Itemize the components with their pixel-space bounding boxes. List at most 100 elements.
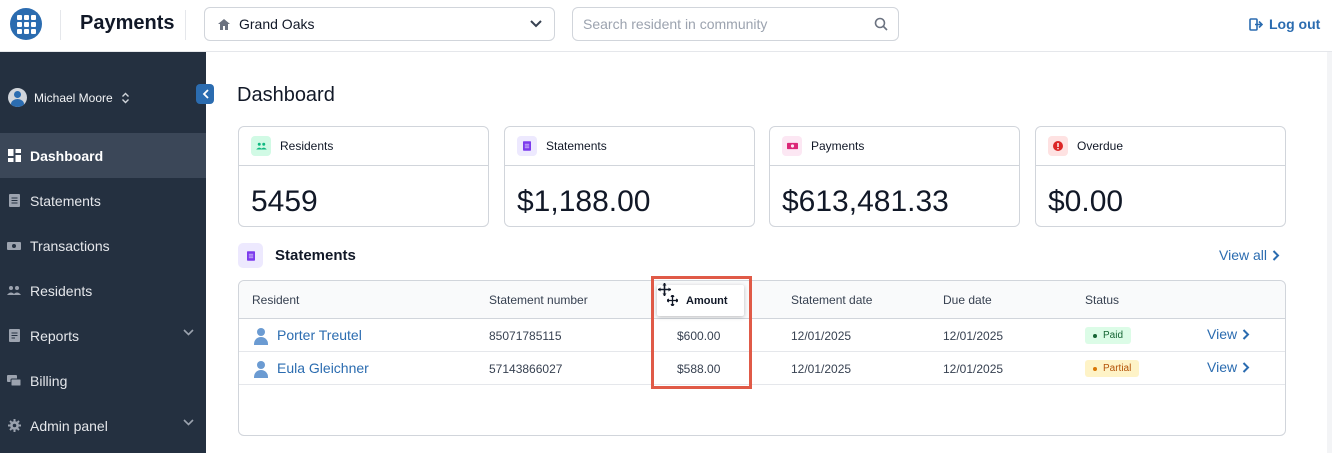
alert-icon (1048, 136, 1068, 156)
stat-card-statements[interactable]: Statements $1,188.00 (504, 126, 755, 227)
stat-card-overdue[interactable]: Overdue $0.00 (1035, 126, 1286, 227)
statement-date: 12/01/2025 (791, 362, 852, 376)
sidebar-item-label: Reports (30, 327, 80, 344)
sidebar-item-residents[interactable]: Residents (0, 268, 206, 313)
person-icon (253, 326, 269, 345)
chevron-up-down-icon (121, 92, 129, 103)
money-icon (7, 239, 21, 253)
amount: $600.00 (677, 329, 721, 343)
view-label: View (1207, 326, 1238, 342)
chevron-down-icon (183, 419, 194, 426)
card-value: $1,188.00 (517, 185, 651, 218)
column-header-statement-number[interactable]: Statement number (489, 293, 588, 307)
card-value: $613,481.33 (782, 185, 949, 218)
money-icon (782, 136, 802, 156)
table-row: Porter Treutel 85071785115 $600.00 12/01… (239, 319, 1285, 352)
people-icon (251, 136, 271, 156)
status-label: Paid (1103, 330, 1124, 341)
chevron-down-icon (183, 329, 194, 336)
card-label: Overdue (1077, 139, 1124, 153)
sidebar-item-label: Residents (30, 282, 93, 299)
grid-icon (16, 14, 36, 34)
logout-icon (1249, 17, 1263, 31)
sidebar-item-admin-panel[interactable]: Admin panel (0, 403, 206, 448)
stat-card-payments[interactable]: Payments $613,481.33 (769, 126, 1020, 227)
table-header: Resident Statement number Statement date… (239, 281, 1285, 319)
sidebar-nav: Dashboard Statements Transactions Reside… (0, 133, 206, 448)
chevron-right-icon (1272, 249, 1280, 261)
view-statement-link[interactable]: View (1207, 326, 1250, 342)
table-row: Eula Gleichner 57143866027 $588.00 12/01… (239, 352, 1285, 385)
card-value: 5459 (251, 185, 318, 218)
sidebar-item-statements[interactable]: Statements (0, 178, 206, 223)
search-box (572, 7, 899, 41)
amount: $588.00 (677, 362, 721, 376)
app-title: Payments (80, 12, 175, 34)
sidebar-item-label: Transactions (30, 237, 110, 254)
scrollbar[interactable] (1327, 52, 1332, 453)
document-icon (238, 243, 263, 268)
view-all-link[interactable]: View all (1219, 247, 1280, 263)
chevron-right-icon (1242, 328, 1250, 340)
document-icon (517, 136, 537, 156)
divider (60, 10, 61, 40)
chevron-down-icon (530, 20, 542, 28)
stat-card-residents[interactable]: Residents 5459 (238, 126, 489, 227)
sidebar-item-transactions[interactable]: Transactions (0, 223, 206, 268)
due-date: 12/01/2025 (943, 329, 1004, 343)
logout-button[interactable]: Log out (1249, 16, 1320, 32)
billing-icon (7, 374, 21, 388)
column-header-statement-date[interactable]: Statement date (791, 293, 873, 307)
people-icon (7, 284, 21, 298)
column-drag-highlight (651, 276, 752, 389)
sidebar-item-billing[interactable]: Billing (0, 358, 206, 403)
document-icon (7, 194, 21, 208)
column-header-due-date[interactable]: Due date (943, 293, 992, 307)
collapse-sidebar-button[interactable] (196, 84, 214, 104)
sidebar-item-label: Dashboard (30, 147, 104, 164)
move-icon (667, 295, 678, 306)
card-header: Overdue (1036, 127, 1285, 166)
resident-name: Eula Gleichner (277, 360, 369, 376)
card-header: Residents (239, 127, 488, 166)
sidebar-item-label: Statements (30, 192, 101, 209)
user-name: Michael Moore (34, 90, 113, 105)
column-header-resident[interactable]: Resident (252, 293, 300, 307)
user-switcher[interactable]: Michael Moore (8, 88, 130, 107)
home-icon (218, 18, 230, 30)
column-header-amount: Amount (686, 294, 728, 307)
due-date: 12/01/2025 (943, 362, 1004, 376)
divider (185, 10, 186, 40)
card-header: Statements (505, 127, 754, 166)
person-icon (253, 359, 269, 378)
view-all-label: View all (1219, 247, 1267, 263)
search-icon[interactable] (874, 17, 888, 31)
statement-date: 12/01/2025 (791, 329, 852, 343)
chevron-left-icon (202, 89, 209, 99)
sidebar-item-dashboard[interactable]: Dashboard (0, 133, 206, 178)
community-select[interactable]: Grand Oaks (204, 7, 555, 41)
resident-link[interactable]: Porter Treutel (253, 326, 362, 345)
gear-icon (7, 419, 21, 433)
sidebar: Michael Moore Dashboard Statements Trans… (0, 52, 206, 453)
column-header-amount-dragging[interactable]: Amount (657, 285, 744, 316)
resident-link[interactable]: Eula Gleichner (253, 359, 369, 378)
card-value: $0.00 (1048, 185, 1124, 218)
search-input[interactable] (583, 16, 874, 32)
page-title: Dashboard (237, 84, 335, 106)
sidebar-item-reports[interactable]: Reports (0, 313, 206, 358)
sidebar-item-label: Admin panel (30, 417, 108, 434)
apps-grid-button[interactable] (10, 8, 42, 40)
statement-number: 85071785115 (489, 329, 562, 343)
resident-name: Porter Treutel (277, 327, 362, 343)
card-label: Payments (811, 139, 865, 153)
view-statement-link[interactable]: View (1207, 359, 1250, 375)
status-label: Partial (1103, 363, 1132, 374)
report-icon (7, 329, 21, 343)
dashboard-icon (7, 149, 21, 163)
card-label: Residents (280, 139, 334, 153)
avatar (8, 88, 27, 107)
section-title: Statements (275, 247, 356, 264)
column-header-status[interactable]: Status (1085, 293, 1120, 307)
card-header: Payments (770, 127, 1019, 166)
